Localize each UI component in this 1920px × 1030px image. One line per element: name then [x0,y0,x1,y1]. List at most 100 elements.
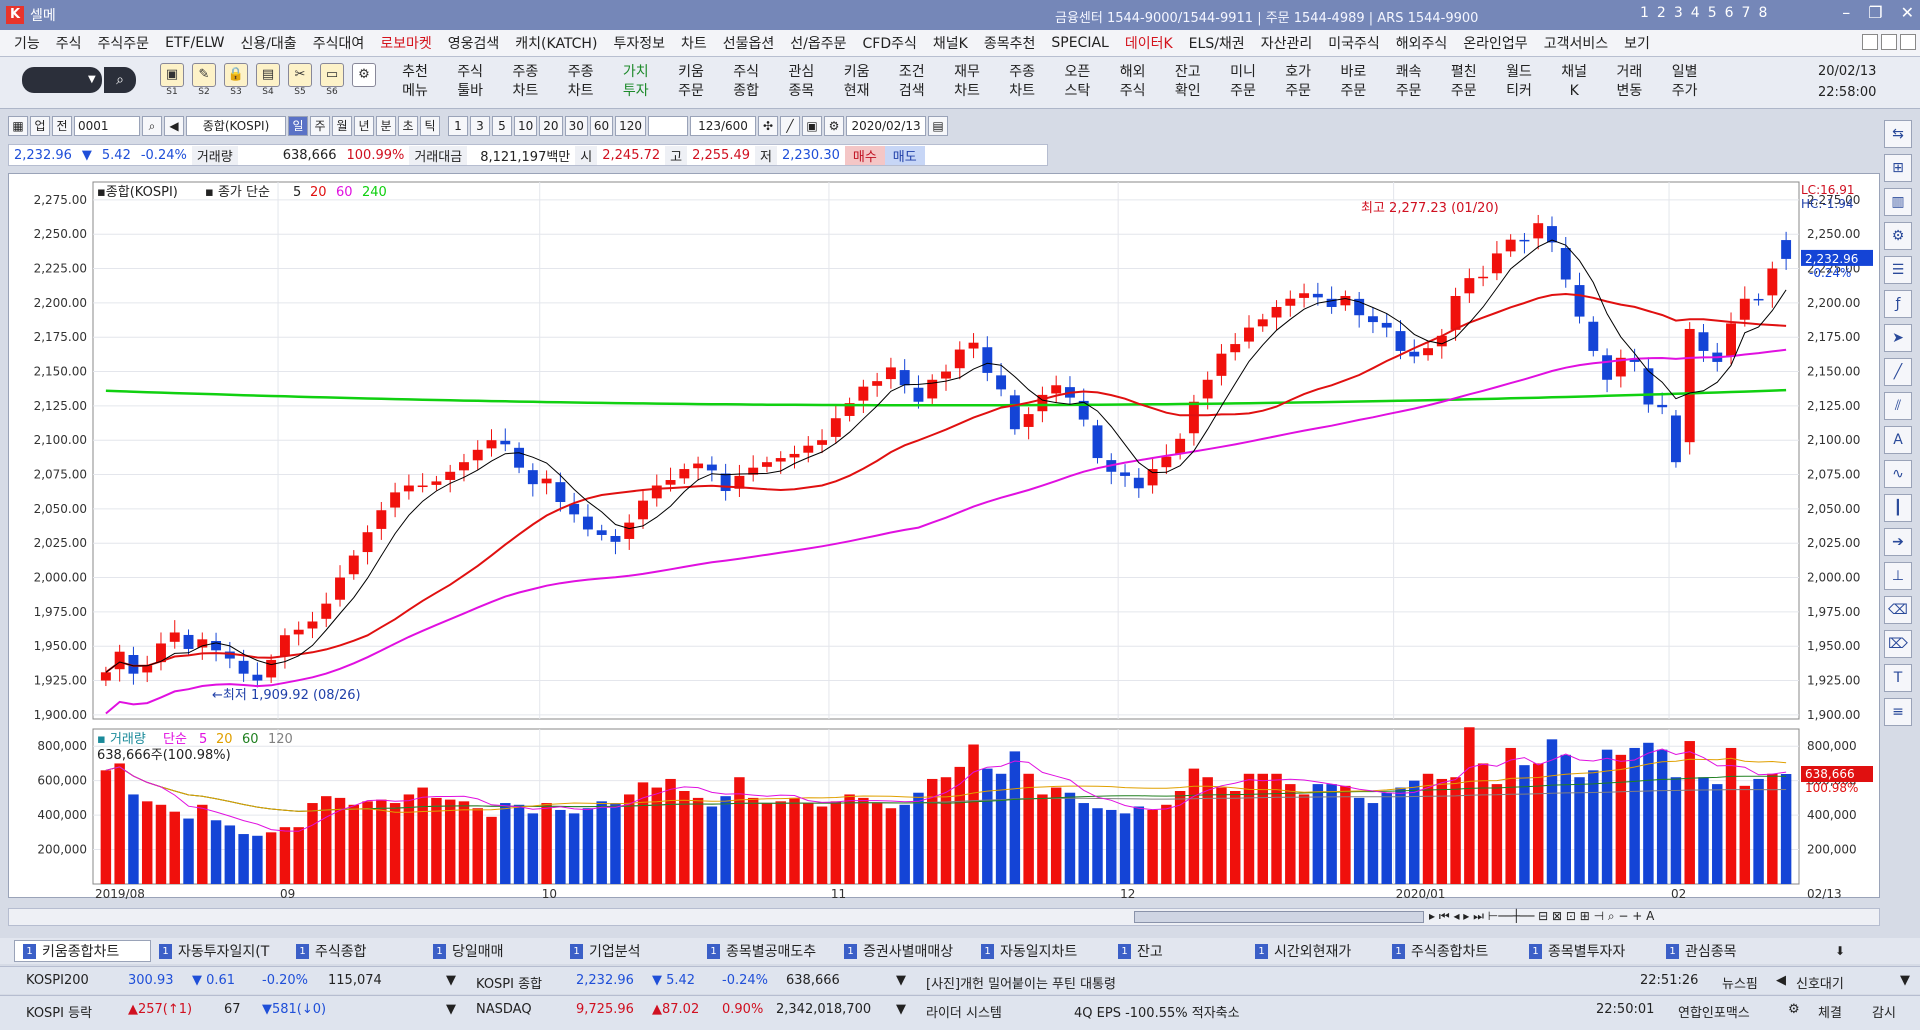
quick-icon-S2[interactable]: ✎ S2 [190,63,218,103]
screen-tab[interactable]: 1 키움종합차트 [14,940,151,962]
toolbar-button-14[interactable]: 잔고 확인 [1163,63,1213,101]
screen-tab[interactable]: 1 기업분석 [562,940,699,962]
toolbar-tool-icon[interactable]: ▣ [160,63,184,87]
screen-tab[interactable]: 1 자동투자일지(T [151,940,288,962]
quick-icon-S3[interactable]: 🔒 S3 [222,63,250,103]
date-input[interactable]: 2020/02/13 [846,116,927,136]
period-button[interactable]: 월 [332,116,352,136]
text-icon[interactable]: T [1884,664,1912,692]
refresh-icon[interactable]: ⇆ [1884,120,1912,148]
menu-item-4[interactable]: 신용/대출 [240,36,297,52]
measure-icon[interactable]: ⊥ [1884,562,1912,590]
period-button[interactable]: 틱 [420,116,440,136]
screen-tab[interactable]: 1 주식종합차트 [1384,940,1521,962]
dropdown-icon[interactable]: ▼ [446,1002,456,1017]
menu-item-0[interactable]: 기능 [14,36,40,52]
window-controls[interactable]: – ❐ ✕ [1842,3,1914,22]
search-icon[interactable]: ⌕ [142,116,162,136]
close-icon[interactable] [1900,34,1916,50]
nasdaq-label[interactable]: NASDAQ [476,1002,532,1017]
toolbar-tool-icon[interactable]: ▭ [320,63,344,87]
interval-button[interactable]: 10 [514,116,538,136]
screen-tab[interactable]: 1 시간외현재가 [1247,940,1384,962]
toolbar-button-7[interactable]: 관심 종목 [776,63,826,101]
screen-tab[interactable]: 1 종목별공매도추 [699,940,836,962]
wave-icon[interactable]: ∿ [1884,460,1912,488]
menu-item-15[interactable]: 종목추천 [983,36,1036,52]
screen-tab[interactable]: 1 잔고 [1110,940,1247,962]
screen-tab[interactable]: 1 자동일지차트 [973,940,1110,962]
toolbar-button-23[interactable]: 일별 주가 [1660,63,1710,101]
crosshair-icon[interactable]: ✣ [758,116,779,136]
minimize-icon[interactable] [1862,34,1878,50]
dropdown-icon[interactable]: ▼ [896,1002,906,1017]
execution-button[interactable]: 체결 [1818,1006,1842,1021]
kospi-label[interactable]: KOSPI 종합 [476,977,543,992]
menu-item-13[interactable]: CFD주식 [862,36,917,52]
toolbar-tool-icon[interactable]: ▤ [256,63,280,87]
interval-button[interactable]: 3 [470,116,490,136]
channel-icon[interactable]: ⫽ [1884,392,1912,420]
quick-icon-S1[interactable]: ▣ S1 [158,63,186,103]
formula-icon[interactable]: ƒ [1884,290,1912,318]
screen-number-1[interactable]: 1 [1640,5,1649,21]
menu-item-17[interactable]: 데이터K [1124,36,1173,52]
toolbar-button-5[interactable]: 키움 주문 [666,63,716,101]
index-name[interactable]: 종합(KOSPI) [186,116,286,136]
toolbar-button-22[interactable]: 거래 변동 [1604,63,1654,101]
gear-icon[interactable]: ⚙ [1884,222,1912,250]
interval-button[interactable]: 20 [539,116,563,136]
screen-tab[interactable]: 1 증권사별매매상 [836,940,973,962]
calendar-icon[interactable]: ▤ [928,116,949,136]
restore-icon[interactable] [1881,34,1897,50]
screen-tab[interactable]: 1 주식종합 [288,940,425,962]
toolbar-tool-icon[interactable]: ✂ [288,63,312,87]
menu-item-23[interactable]: 고객서비스 [1543,36,1609,52]
news-company[interactable]: 라이더 시스템 [926,1006,1002,1021]
toolbar-tool-icon[interactable]: 🔒 [224,63,248,87]
list-icon[interactable]: ☰ [1884,256,1912,284]
toolbar-tool-icon[interactable]: ✎ [192,63,216,87]
toolbar-button-19[interactable]: 펼친 주문 [1439,63,1489,101]
screen-number-7[interactable]: 7 [1741,5,1751,21]
toolbar-button-10[interactable]: 재무 차트 [942,63,992,101]
screen-number-8[interactable]: 8 [1758,5,1768,21]
chart-panel[interactable]: 2,275.00 2,275.00 2,250.00 2,250.00 2,225.00… [8,173,1880,899]
chart-type-icon[interactable]: ▥ [1884,188,1912,216]
gear-icon[interactable]: ⚙ [824,116,845,136]
toolbar-button-9[interactable]: 조건 검색 [887,63,937,101]
screen-tab[interactable]: 1 종목별투자자 [1521,940,1658,962]
fibonacci-icon[interactable]: ≡ [1884,698,1912,726]
menu-item-11[interactable]: 선물옵션 [722,36,775,52]
screen-number-6[interactable]: 6 [1724,5,1734,21]
arrow-icon[interactable]: ➔ [1884,528,1912,556]
screen-tab[interactable]: 1 관심종목 [1658,940,1795,962]
scroll-thumb[interactable] [1134,911,1424,923]
toolbar-button-11[interactable]: 주종 차트 [997,63,1047,101]
chevron-down-icon[interactable]: ▼ [88,74,96,85]
compare-icon[interactable]: ⊞ [1884,154,1912,182]
toolbar-button-21[interactable]: 채널 K [1549,63,1599,101]
grid-icon[interactable]: ▦ [8,116,28,136]
toolbar-button-13[interactable]: 해외 주식 [1108,63,1158,101]
screen-number-3[interactable]: 3 [1673,5,1683,21]
menu-item-8[interactable]: 캐치(KATCH) [515,36,598,52]
toolbar-button-20[interactable]: 월드 티커 [1494,63,1544,101]
minimize-icon[interactable]: – [1842,3,1851,22]
gear-icon[interactable]: ⚙ [350,63,378,103]
interval-button[interactable]: 5 [492,116,512,136]
quick-icon-S4[interactable]: ▤ S4 [254,63,282,103]
toolbar-button-2[interactable]: 주종 차트 [500,63,550,101]
toolbar-button-17[interactable]: 바로 주문 [1328,63,1378,101]
toolbar-button-1[interactable]: 주식 툴바 [445,63,495,101]
toolbar-button-16[interactable]: 호가 주문 [1273,63,1323,101]
interval-input[interactable] [648,116,689,136]
market-selector[interactable]: 업 [30,116,50,136]
menu-item-1[interactable]: 주식 [55,36,82,52]
menu-item-20[interactable]: 미국주식 [1328,36,1380,52]
interval-button[interactable]: 30 [564,116,588,136]
menu-window-controls[interactable] [1862,34,1916,50]
eraser-icon[interactable]: ⌫ [1884,596,1912,624]
toolbar-button-18[interactable]: 쾌속 주문 [1384,63,1434,101]
toolbar-button-12[interactable]: 오픈 스탁 [1052,63,1102,101]
